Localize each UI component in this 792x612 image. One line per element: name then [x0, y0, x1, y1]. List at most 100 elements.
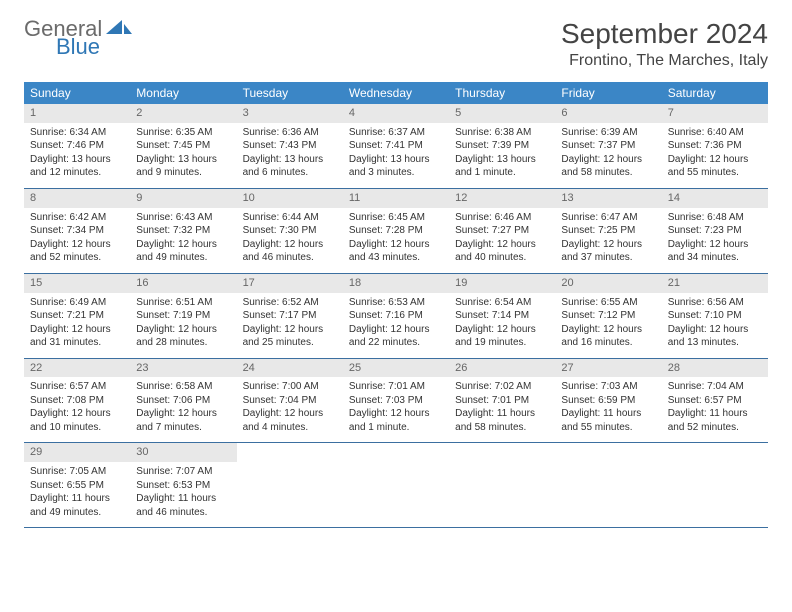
- day-cell: 6Sunrise: 6:39 AMSunset: 7:37 PMDaylight…: [555, 104, 661, 188]
- day-cell: [237, 443, 343, 527]
- sunrise-line: Sunrise: 6:49 AM: [30, 296, 124, 310]
- day-number: 8: [24, 189, 130, 208]
- calendar: Sunday Monday Tuesday Wednesday Thursday…: [24, 82, 768, 528]
- day-cell: 16 Sunrise: 6:51 AMSunset: 7:19 PMDayligh…: [130, 274, 236, 358]
- week-row: 1Sunrise: 6:34 AMSunset: 7:46 PMDaylight…: [24, 104, 768, 189]
- day-number: 10: [237, 189, 343, 208]
- daylight-line: Daylight: 13 hours and 6 minutes.: [243, 153, 337, 180]
- day-number: 15: [24, 274, 130, 293]
- sunrise-line: Sunrise: 6:43 AM: [136, 211, 230, 225]
- week-row: 15 Sunrise: 6:49 AMSunset: 7:21 PM Dayligh…: [24, 274, 768, 359]
- day-number: 21: [662, 274, 768, 293]
- header: General Blue September 2024 Frontino, Th…: [24, 18, 768, 70]
- sunset-line: Sunset: 7:16 PM: [349, 309, 443, 323]
- daylight-line: Daylight: 12 hours and 1 minute.: [349, 407, 443, 434]
- day-cell: 8Sunrise: 6:42 AMSunset: 7:34 PMDaylight…: [24, 189, 130, 273]
- day-cell: 12Sunrise: 6:46 AMSunset: 7:27 PMDayligh…: [449, 189, 555, 273]
- day-cell: 27Sunrise: 7:03 AMSunset: 6:59 PMDayligh…: [555, 359, 661, 443]
- weekday-label: Wednesday: [343, 82, 449, 104]
- daylight-line: Daylight: 12 hours and 34 minutes.: [668, 238, 762, 265]
- day-cell: 4Sunrise: 6:37 AMSunset: 7:41 PMDaylight…: [343, 104, 449, 188]
- daylight-line: Daylight: 12 hours and 43 minutes.: [349, 238, 443, 265]
- logo: General Blue: [24, 18, 132, 58]
- sunrise-line: Sunrise: 7:01 AM: [349, 380, 443, 394]
- daylight-line: Daylight: 12 hours and 4 minutes.: [243, 407, 337, 434]
- daylight-line: Daylight: 12 hours and 13 minutes.: [668, 323, 762, 350]
- day-number: 4: [343, 104, 449, 123]
- daylight-line: Daylight: 13 hours and 3 minutes.: [349, 153, 443, 180]
- day-cell: 14Sunrise: 6:48 AMSunset: 7:23 PMDayligh…: [662, 189, 768, 273]
- sunrise-line: Sunrise: 7:07 AM: [136, 465, 230, 479]
- day-number: 28: [662, 359, 768, 378]
- day-cell: [662, 443, 768, 527]
- week-row: 22Sunrise: 6:57 AMSunset: 7:08 PMDayligh…: [24, 359, 768, 444]
- sunset-line: Sunset: 6:53 PM: [136, 479, 230, 493]
- daylight-line: Daylight: 11 hours and 46 minutes.: [136, 492, 230, 519]
- sunrise-line: Sunrise: 7:03 AM: [561, 380, 655, 394]
- sunset-line: Sunset: 7:19 PM: [136, 309, 230, 323]
- day-number: 5: [449, 104, 555, 123]
- sunset-line: Sunset: 7:01 PM: [455, 394, 549, 408]
- sunset-line: Sunset: 7:23 PM: [668, 224, 762, 238]
- daylight-line: Daylight: 12 hours and 58 minutes.: [561, 153, 655, 180]
- daylight-line: Daylight: 13 hours and 1 minute.: [455, 153, 549, 180]
- day-number: 13: [555, 189, 661, 208]
- sunrise-line: Sunrise: 6:57 AM: [30, 380, 124, 394]
- sunset-line: Sunset: 7:28 PM: [349, 224, 443, 238]
- daylight-line: Daylight: 11 hours and 49 minutes.: [30, 492, 124, 519]
- sunrise-line: Sunrise: 6:56 AM: [668, 296, 762, 310]
- sunset-line: Sunset: 7:21 PM: [30, 309, 124, 323]
- sunset-line: Sunset: 7:41 PM: [349, 139, 443, 153]
- day-cell: 10Sunrise: 6:44 AMSunset: 7:30 PMDayligh…: [237, 189, 343, 273]
- day-cell: [343, 443, 449, 527]
- daylight-line: Daylight: 12 hours and 28 minutes.: [136, 323, 230, 350]
- daylight-line: Daylight: 13 hours and 12 minutes.: [30, 153, 124, 180]
- day-cell: 15Sunrise: 6:49 AMSunset: 7:21 PMDayligh…: [24, 274, 130, 358]
- daylight-line: Daylight: 12 hours and 37 minutes.: [561, 238, 655, 265]
- day-number: 12: [449, 189, 555, 208]
- day-number: 24: [237, 359, 343, 378]
- day-number: 22: [24, 359, 130, 378]
- sunrise-line: Sunrise: 6:40 AM: [668, 126, 762, 140]
- month-title: September 2024: [561, 18, 768, 50]
- sunset-line: Sunset: 7:14 PM: [455, 309, 549, 323]
- sunrise-line: Sunrise: 6:35 AM: [136, 126, 230, 140]
- day-number: 19: [449, 274, 555, 293]
- sunrise-line: Sunrise: 7:05 AM: [30, 465, 124, 479]
- day-number: 16: [130, 274, 236, 293]
- daylight-line: Daylight: 13 hours and 9 minutes.: [136, 153, 230, 180]
- day-number: 1: [24, 104, 130, 123]
- location: Frontino, The Marches, Italy: [561, 52, 768, 70]
- day-cell: 2Sunrise: 6:35 AMSunset: 7:45 PMDaylight…: [130, 104, 236, 188]
- day-number: 27: [555, 359, 661, 378]
- day-cell: 24Sunrise: 7:00 AMSunset: 7:04 PMDayligh…: [237, 359, 343, 443]
- sunrise-line: Sunrise: 6:47 AM: [561, 211, 655, 225]
- sunrise-line: Sunrise: 7:00 AM: [243, 380, 337, 394]
- sunrise-line: Sunrise: 6:46 AM: [455, 211, 549, 225]
- day-number: 25: [343, 359, 449, 378]
- day-number: 20: [555, 274, 661, 293]
- day-cell: 13Sunrise: 6:47 AMSunset: 7:25 PMDayligh…: [555, 189, 661, 273]
- sunrise-line: Sunrise: 7:04 AM: [668, 380, 762, 394]
- daylight-line: Daylight: 12 hours and 25 minutes.: [243, 323, 337, 350]
- day-number: 9: [130, 189, 236, 208]
- day-number: 6: [555, 104, 661, 123]
- day-cell: 23Sunrise: 6:58 AMSunset: 7:06 PMDayligh…: [130, 359, 236, 443]
- sunset-line: Sunset: 7:36 PM: [668, 139, 762, 153]
- daylight-line: Daylight: 12 hours and 46 minutes.: [243, 238, 337, 265]
- title-block: September 2024 Frontino, The Marches, It…: [561, 18, 768, 70]
- sunrise-line: Sunrise: 6:51 AM: [136, 296, 230, 310]
- day-cell: 7Sunrise: 6:40 AMSunset: 7:36 PMDaylight…: [662, 104, 768, 188]
- day-cell: 26Sunrise: 7:02 AMSunset: 7:01 PMDayligh…: [449, 359, 555, 443]
- daylight-line: Daylight: 11 hours and 58 minutes.: [455, 407, 549, 434]
- sunrise-line: Sunrise: 6:54 AM: [455, 296, 549, 310]
- sunset-line: Sunset: 7:39 PM: [455, 139, 549, 153]
- day-cell: 30Sunrise: 7:07 AMSunset: 6:53 PMDayligh…: [130, 443, 236, 527]
- daylight-line: Daylight: 12 hours and 19 minutes.: [455, 323, 549, 350]
- sunset-line: Sunset: 7:03 PM: [349, 394, 443, 408]
- daylight-line: Daylight: 11 hours and 55 minutes.: [561, 407, 655, 434]
- sunrise-line: Sunrise: 6:45 AM: [349, 211, 443, 225]
- day-cell: 28Sunrise: 7:04 AMSunset: 6:57 PMDayligh…: [662, 359, 768, 443]
- weekday-label: Monday: [130, 82, 236, 104]
- sunrise-line: Sunrise: 6:58 AM: [136, 380, 230, 394]
